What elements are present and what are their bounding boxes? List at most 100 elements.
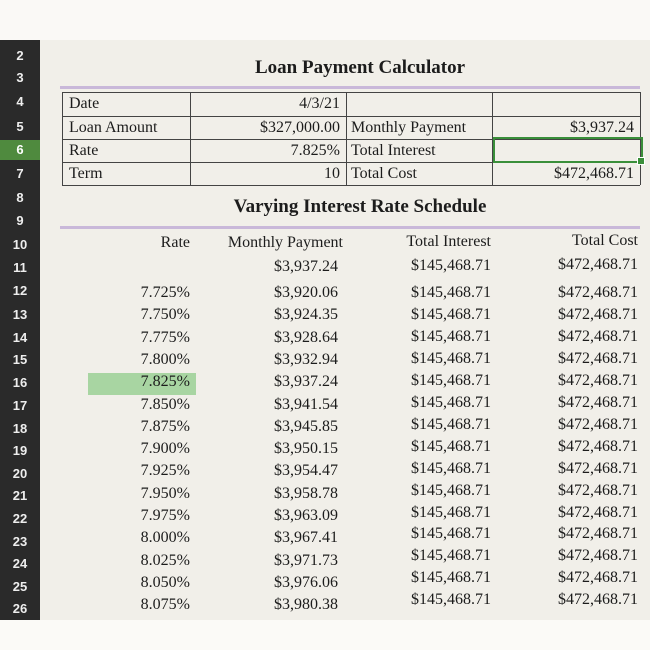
schedule-total-interest-cell[interactable]: $145,468.71 — [411, 503, 491, 521]
row-header-22[interactable]: 22 — [12, 511, 28, 526]
schedule-total-cost-cell[interactable]: $472,468.71 — [558, 437, 638, 455]
row-header-10[interactable]: 10 — [12, 237, 28, 252]
schedule-total-interest-cell[interactable]: $145,468.71 — [411, 437, 491, 455]
schedule-total-interest-cell[interactable]: $145,468.71 — [411, 547, 491, 565]
schedule-rate-cell[interactable]: 7.725% — [140, 284, 190, 301]
schedule-total-cost-cell[interactable]: $472,468.71 — [558, 459, 638, 477]
loan-amount-label: Loan Amount — [69, 119, 158, 136]
row-header-23[interactable]: 23 — [12, 534, 28, 549]
schedule-total-cost-cell[interactable]: $472,468.71 — [558, 415, 638, 433]
schedule-total-cost-cell[interactable]: $472,468.71 — [558, 591, 638, 609]
schedule-monthly-payment-cell[interactable]: $3,932.94 — [274, 350, 338, 368]
schedule-monthly-payment-cell[interactable]: $3,958.78 — [274, 484, 338, 502]
schedule-total-cost-cell[interactable]: $472,468.71 — [558, 393, 638, 411]
row-header-3[interactable]: 3 — [16, 70, 24, 85]
schedule-rate-cell[interactable]: 7.975% — [140, 507, 190, 524]
schedule-monthly-payment-cell[interactable]: $3,954.47 — [274, 462, 338, 480]
schedule-monthly-payment-cell[interactable]: $3,941.54 — [274, 395, 338, 413]
row-header-24[interactable]: 24 — [12, 556, 28, 571]
row-header-13[interactable]: 13 — [12, 307, 28, 322]
term-value[interactable]: 10 — [324, 165, 340, 182]
date-value[interactable]: 4/3/21 — [299, 95, 340, 112]
rate-value[interactable]: 7.825% — [290, 142, 340, 159]
monthly-payment-value[interactable]: $3,937.24 — [570, 119, 634, 136]
schedule-total-cost-cell[interactable]: $472,468.71 — [558, 569, 638, 587]
schedule-total-interest-cell[interactable]: $145,468.71 — [411, 305, 491, 323]
schedule-total-cost-cell[interactable]: $472,468.71 — [558, 525, 638, 543]
schedule-rate-cell[interactable]: 7.875% — [140, 417, 190, 435]
row-header-19[interactable]: 19 — [12, 443, 28, 458]
schedule-total-cost-cell[interactable]: $472,468.71 — [558, 547, 638, 565]
schedule-total-interest-cell[interactable]: $145,468.71 — [411, 327, 491, 345]
schedule-rate-cell[interactable]: 8.025% — [140, 551, 190, 569]
row-header-15[interactable]: 15 — [12, 352, 28, 367]
schedule-total-interest-cell[interactable]: $145,468.71 — [411, 481, 491, 499]
schedule-monthly-payment-cell[interactable]: $3,980.38 — [274, 596, 338, 614]
loan-amount-value[interactable]: $327,000.00 — [260, 119, 340, 136]
fill-handle[interactable] — [637, 157, 645, 165]
row-header-7[interactable]: 7 — [16, 166, 24, 181]
schedule-total-cost-cell[interactable]: $472,468.71 — [558, 327, 638, 345]
row-header-2[interactable]: 2 — [16, 48, 24, 63]
schedule-total-cost-cell[interactable]: $472,468.71 — [558, 349, 638, 367]
schedule-total-interest-cell[interactable]: $145,468.71 — [411, 284, 491, 301]
schedule-monthly-payment-cell[interactable]: $3,976.06 — [274, 573, 338, 591]
schedule-total-interest-cell[interactable]: $145,468.71 — [411, 371, 491, 389]
row-header-4[interactable]: 4 — [16, 94, 24, 109]
schedule-rate-cell[interactable]: 8.075% — [140, 596, 190, 614]
schedule-total-interest-cell[interactable]: $145,468.71 — [411, 591, 491, 609]
schedule-monthly-payment-cell[interactable]: $3,920.06 — [274, 284, 338, 301]
summary-monthly[interactable]: $3,937.24 — [274, 258, 338, 275]
schedule-rate-cell[interactable]: 7.925% — [140, 462, 190, 480]
schedule-total-interest-cell[interactable]: $145,468.71 — [411, 459, 491, 477]
spreadsheet-grid[interactable]: Loan Payment Calculator Date 4/3/21 Loan… — [40, 40, 650, 620]
schedule-total-cost-cell[interactable]: $472,468.71 — [558, 481, 638, 499]
row-header-18[interactable]: 18 — [12, 421, 28, 436]
calc-grid-line — [62, 92, 63, 185]
schedule-monthly-payment-cell[interactable]: $3,971.73 — [274, 551, 338, 569]
total-interest-active-cell[interactable] — [493, 137, 645, 165]
schedule-monthly-payment-cell[interactable]: $3,937.24 — [274, 373, 338, 391]
row-header-14[interactable]: 14 — [12, 330, 28, 345]
row-header-21[interactable]: 21 — [12, 488, 28, 503]
schedule-total-interest-cell[interactable]: $145,468.71 — [411, 569, 491, 587]
schedule-total-cost-cell[interactable]: $472,468.71 — [558, 503, 638, 521]
total-interest-label: Total Interest — [351, 142, 436, 159]
schedule-total-interest-cell[interactable]: $145,468.71 — [411, 349, 491, 367]
schedule-total-cost-cell[interactable]: $472,468.71 — [558, 371, 638, 389]
row-header-17[interactable]: 17 — [12, 398, 28, 413]
schedule-total-cost-cell[interactable]: $472,468.71 — [558, 284, 638, 301]
summary-interest[interactable]: $145,468.71 — [411, 257, 491, 274]
schedule-total-interest-cell[interactable]: $145,468.71 — [411, 415, 491, 433]
schedule-monthly-payment-cell[interactable]: $3,928.64 — [274, 328, 338, 346]
schedule-rate-cell[interactable]: 7.850% — [140, 395, 190, 413]
schedule-total-cost-cell[interactable]: $472,468.71 — [558, 305, 638, 323]
row-header-12[interactable]: 12 — [12, 283, 28, 298]
row-header-5[interactable]: 5 — [16, 119, 24, 134]
row-header-11[interactable]: 11 — [13, 260, 27, 275]
total-cost-value[interactable]: $472,468.71 — [554, 165, 634, 182]
schedule-monthly-payment-cell[interactable]: $3,945.85 — [274, 417, 338, 435]
schedule-rate-cell[interactable]: 7.750% — [140, 306, 190, 324]
schedule-monthly-payment-cell[interactable]: $3,950.15 — [274, 440, 338, 458]
schedule-rate-cell[interactable]: 7.900% — [140, 440, 190, 458]
row-header-25[interactable]: 25 — [12, 579, 28, 594]
schedule-rate-cell[interactable]: 7.800% — [140, 350, 190, 368]
schedule-total-interest-cell[interactable]: $145,468.71 — [411, 525, 491, 543]
schedule-monthly-payment-cell[interactable]: $3,967.41 — [274, 529, 338, 547]
row-header-20[interactable]: 20 — [12, 466, 28, 481]
schedule-rate-cell[interactable]: 8.050% — [140, 573, 190, 591]
schedule-rate-cell[interactable]: 7.950% — [140, 484, 190, 502]
schedule-rate-cell[interactable]: 7.775% — [140, 328, 190, 346]
schedule-rate-cell[interactable]: 7.825% — [140, 373, 190, 391]
row-header-6[interactable]: 6 — [0, 140, 40, 160]
row-header-9[interactable]: 9 — [16, 213, 24, 228]
schedule-rate-cell[interactable]: 8.000% — [140, 529, 190, 547]
schedule-monthly-payment-cell[interactable]: $3,924.35 — [274, 306, 338, 324]
summary-cost[interactable]: $472,468.71 — [558, 256, 638, 273]
schedule-monthly-payment-cell[interactable]: $3,963.09 — [274, 507, 338, 524]
row-header-8[interactable]: 8 — [16, 190, 24, 205]
row-header-26[interactable]: 26 — [12, 601, 28, 616]
row-header-16[interactable]: 16 — [12, 375, 28, 390]
schedule-total-interest-cell[interactable]: $145,468.71 — [411, 393, 491, 411]
